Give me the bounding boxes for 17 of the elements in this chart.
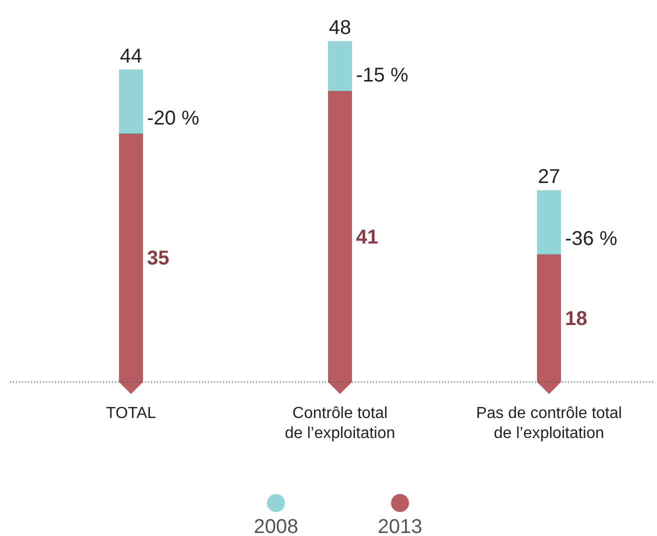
bar (328, 41, 352, 91)
total-label: 44 (120, 45, 142, 68)
data-label: 18 (565, 308, 588, 330)
legend-label: 2013 (378, 516, 422, 536)
annotation: -20 % (147, 107, 200, 130)
total-label: 48 (328, 17, 352, 39)
x-tick-label: Pas de contrôle total de l’exploitation (476, 405, 622, 442)
bar (119, 69, 143, 134)
data-label: 35 (147, 248, 170, 270)
x-tick-label: TOTAL (106, 405, 156, 422)
bar (537, 190, 561, 254)
data-label: 41 (356, 226, 378, 248)
annotation: -36 % (565, 228, 618, 250)
total-label: 27 (538, 166, 560, 188)
x-tick-label: Contrôle total de l’exploitation (284, 405, 396, 442)
annotation: -15 % (356, 64, 408, 87)
legend-label: 2008 (254, 516, 298, 536)
